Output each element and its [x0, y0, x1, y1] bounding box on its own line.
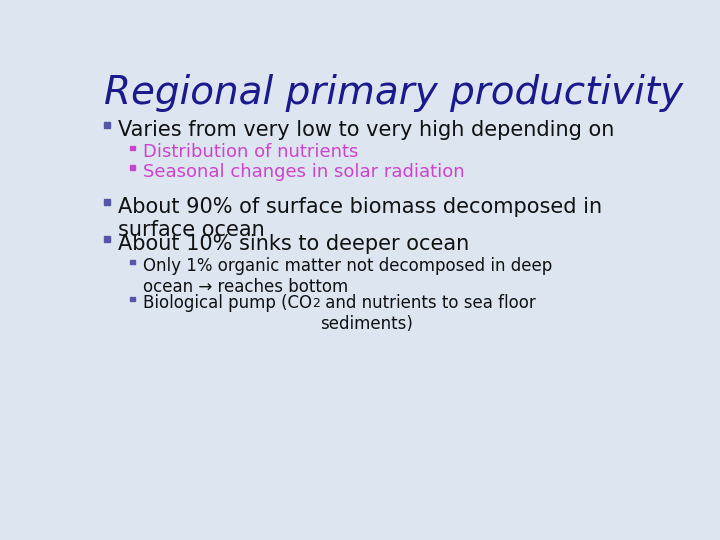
Text: Distribution of nutrients: Distribution of nutrients	[143, 143, 358, 161]
Text: About 90% of surface biomass decomposed in
surface ocean: About 90% of surface biomass decomposed …	[118, 197, 602, 240]
FancyBboxPatch shape	[130, 146, 135, 150]
FancyBboxPatch shape	[130, 260, 135, 264]
FancyBboxPatch shape	[130, 165, 135, 170]
Text: Only 1% organic matter not decomposed in deep
ocean → reaches bottom: Only 1% organic matter not decomposed in…	[143, 257, 552, 296]
Text: Varies from very low to very high depending on: Varies from very low to very high depend…	[118, 120, 614, 140]
FancyBboxPatch shape	[104, 199, 109, 205]
FancyBboxPatch shape	[104, 122, 109, 127]
Text: Regional primary productivity: Regional primary productivity	[104, 74, 683, 112]
Text: 2: 2	[312, 298, 320, 310]
Text: and nutrients to sea floor
sediments): and nutrients to sea floor sediments)	[320, 294, 536, 333]
FancyBboxPatch shape	[104, 236, 109, 241]
FancyBboxPatch shape	[130, 296, 135, 301]
Text: Seasonal changes in solar radiation: Seasonal changes in solar radiation	[143, 163, 464, 180]
Text: About 10% sinks to deeper ocean: About 10% sinks to deeper ocean	[118, 234, 469, 254]
Text: Biological pump (CO: Biological pump (CO	[143, 294, 312, 312]
